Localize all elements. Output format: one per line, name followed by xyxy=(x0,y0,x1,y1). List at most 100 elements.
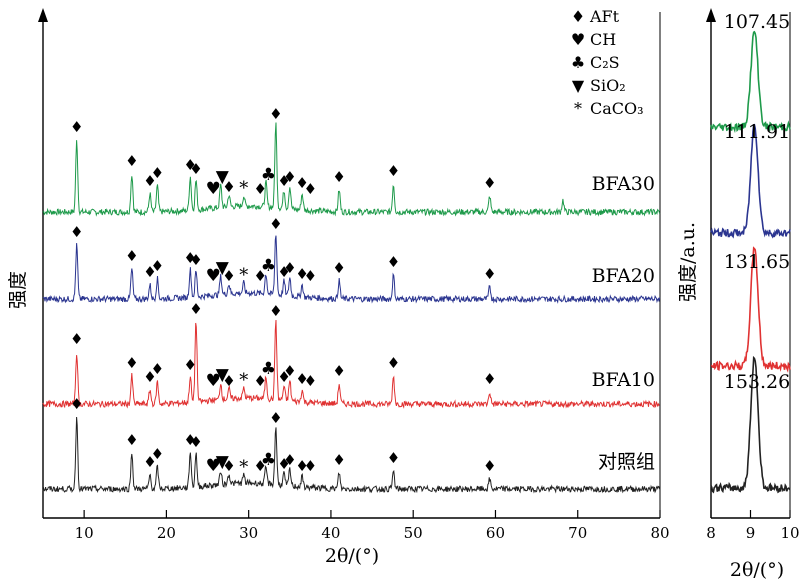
series-line-bfa10 xyxy=(42,319,660,409)
main-y-axis-label: 强度 xyxy=(7,271,29,309)
marker-aft-control: ♦ xyxy=(387,449,400,467)
legend-label-caco: CaCO₃ xyxy=(590,99,644,118)
inset-annotation-bfa30: 107.45 xyxy=(724,11,790,33)
marker-aft-bfa30: ♦ xyxy=(222,178,235,196)
main-x-tick-label-30: 30 xyxy=(239,524,258,542)
marker-aft-bfa30: ♦ xyxy=(483,174,496,192)
series-line-control xyxy=(42,416,661,494)
marker-aft-bfa10: ♦ xyxy=(283,362,296,380)
main-x-tick-label-10: 10 xyxy=(75,524,94,542)
marker-aft-bfa30: ♦ xyxy=(387,162,400,180)
marker-aft-control: ♦ xyxy=(269,409,282,427)
marker-aft-bfa30: ♦ xyxy=(295,174,308,192)
main-y-axis-arrow xyxy=(38,8,48,22)
marker-aft-bfa10: ♦ xyxy=(269,302,282,320)
marker-aft-bfa10: ♦ xyxy=(151,360,164,378)
legend-symbol-c-s: ♣ xyxy=(571,53,585,72)
marker-aft-bfa30: ♦ xyxy=(125,152,138,170)
marker-sio2-bfa20: ▼ xyxy=(216,258,230,278)
marker-aft-control: ♦ xyxy=(222,457,235,475)
main-x-tick-label-70: 70 xyxy=(568,524,587,542)
marker-aft-bfa20: ♦ xyxy=(483,265,496,283)
marker-aft-control: ♦ xyxy=(295,457,308,475)
inset-annotation-bfa20: 111.91 xyxy=(724,121,790,143)
marker-aft-control: ♦ xyxy=(125,431,138,449)
marker-aft-control: ♦ xyxy=(283,451,296,469)
inset-y-axis-arrow xyxy=(706,8,716,22)
marker-aft-control: ♦ xyxy=(70,395,83,413)
marker-aft-bfa30: ♦ xyxy=(151,164,164,182)
marker-aft-bfa20: ♦ xyxy=(277,263,290,281)
marker-aft-bfa20: ♦ xyxy=(70,223,83,241)
series-label-bfa30: BFA30 xyxy=(592,173,655,195)
inset-x-tick-label-9: 9 xyxy=(746,524,756,542)
marker-aft-control: ♦ xyxy=(184,431,197,449)
marker-sio2-bfa30: ▼ xyxy=(216,167,230,187)
inset-x-tick-label-8: 8 xyxy=(706,524,716,542)
marker-ch-bfa10: ♥ xyxy=(206,371,221,391)
marker-caco3-bfa30: * xyxy=(239,178,248,199)
marker-aft-bfa10: ♦ xyxy=(189,300,202,318)
marker-aft-control: ♦ xyxy=(151,445,164,463)
inset-line-bfa30 xyxy=(710,30,791,134)
marker-aft-bfa20: ♦ xyxy=(189,251,202,269)
main-x-tick-label-40: 40 xyxy=(321,524,340,542)
marker-aft-bfa10: ♦ xyxy=(332,362,345,380)
main-x-tick-label-20: 20 xyxy=(157,524,176,542)
legend-label-aft: AFt xyxy=(589,7,620,26)
marker-caco3-control: * xyxy=(239,457,248,478)
main-x-tick-label-50: 50 xyxy=(404,524,423,542)
marker-aft-bfa10: ♦ xyxy=(222,372,235,390)
marker-aft-bfa10: ♦ xyxy=(253,372,266,390)
main-x-ticks: 10 20 30 40 50 60 70 80 xyxy=(75,510,670,542)
marker-ch-bfa20: ♥ xyxy=(206,266,221,286)
series-label-control: 对照组 xyxy=(598,451,655,473)
marker-aft-bfa30: ♦ xyxy=(70,118,83,136)
marker-aft-bfa30: ♦ xyxy=(304,180,317,198)
legend-symbol-ch: ♥ xyxy=(571,30,585,49)
inset-annotation-bfa10: 131.65 xyxy=(724,251,790,273)
marker-ch-control: ♥ xyxy=(206,456,221,476)
marker-aft-bfa20: ♦ xyxy=(295,265,308,283)
marker-aft-bfa30: ♦ xyxy=(253,180,266,198)
marker-aft-bfa20: ♦ xyxy=(222,267,235,285)
inset-line-bfa20 xyxy=(710,123,791,239)
marker-c2s-bfa10: ♣ xyxy=(261,359,276,379)
marker-aft-bfa10: ♦ xyxy=(483,370,496,388)
marker-aft-bfa20: ♦ xyxy=(283,259,296,277)
series-line-bfa30 xyxy=(42,122,661,217)
inset-annotation-control: 153.26 xyxy=(724,371,790,393)
marker-aft-bfa20: ♦ xyxy=(304,267,317,285)
series-label-bfa10: BFA10 xyxy=(592,369,655,391)
marker-aft-bfa30: ♦ xyxy=(189,160,202,178)
marker-aft-bfa20: ♦ xyxy=(151,257,164,275)
marker-sio2-bfa10: ▼ xyxy=(216,365,230,385)
inset-line-bfa10 xyxy=(710,246,791,373)
main-x-tick-label-80: 80 xyxy=(650,524,669,542)
marker-aft-bfa30: ♦ xyxy=(277,172,290,190)
marker-aft-bfa10: ♦ xyxy=(277,368,290,386)
marker-aft-bfa30: ♦ xyxy=(283,168,296,186)
legend-symbol-caco: * xyxy=(574,99,582,118)
marker-aft-control: ♦ xyxy=(277,455,290,473)
main-axes xyxy=(42,12,661,519)
marker-caco3-bfa10: * xyxy=(239,370,248,391)
main-series-labels: BFA30 BFA20 BFA10 对照组 xyxy=(592,173,655,473)
marker-aft-bfa30: ♦ xyxy=(143,172,156,190)
marker-aft-bfa20: ♦ xyxy=(125,247,138,265)
legend-label-c-s: C₂S xyxy=(590,53,620,72)
marker-caco3-bfa20: * xyxy=(239,265,248,286)
inset-series-group xyxy=(710,30,791,494)
marker-aft-bfa20: ♦ xyxy=(387,253,400,271)
marker-ch-bfa30: ♥ xyxy=(206,179,221,199)
marker-aft-control: ♦ xyxy=(483,457,496,475)
marker-aft-bfa20: ♦ xyxy=(143,263,156,281)
marker-aft-bfa10: ♦ xyxy=(143,368,156,386)
legend: ♦ AFt♥ CH ♣ C₂S ▼ SiO₂ * CaCO₃ xyxy=(571,7,644,118)
marker-aft-bfa30: ♦ xyxy=(184,156,197,174)
marker-aft-bfa20: ♦ xyxy=(269,215,282,233)
inset-line-control xyxy=(710,355,791,494)
marker-c2s-control: ♣ xyxy=(261,450,276,470)
marker-aft-bfa10: ♦ xyxy=(304,372,317,390)
marker-aft-control: ♦ xyxy=(332,451,345,469)
